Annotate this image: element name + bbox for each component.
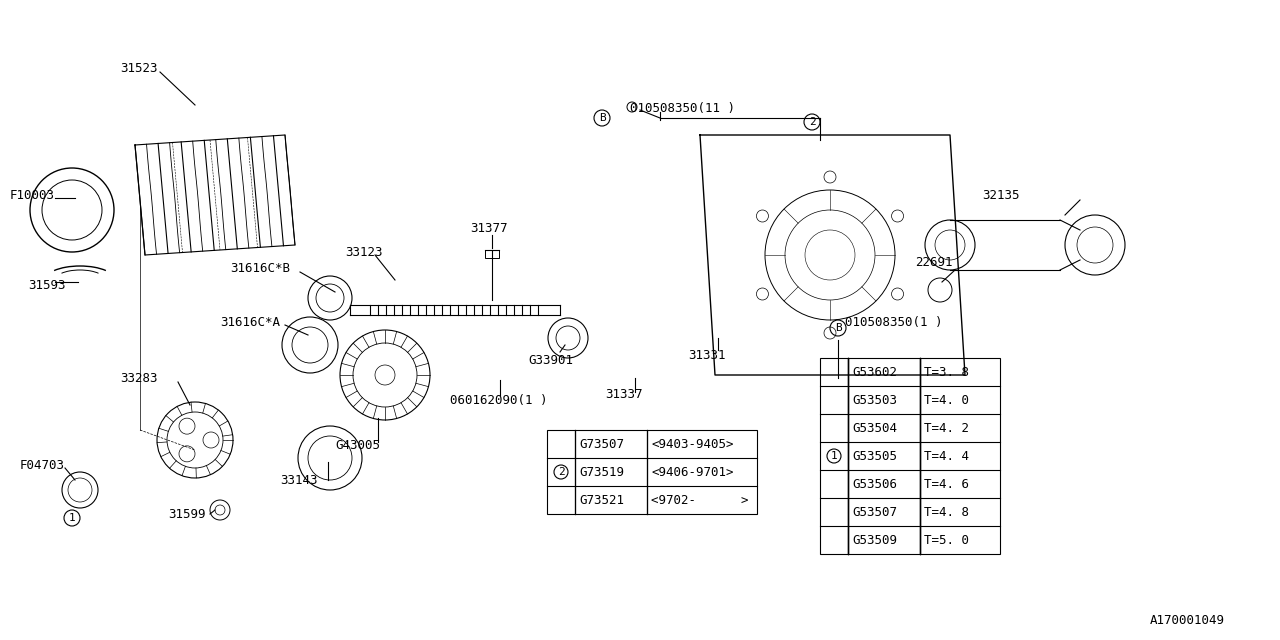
Text: 33283: 33283 (120, 371, 157, 385)
Bar (485, 250, 499, 258)
Text: <9403-9405>: <9403-9405> (652, 438, 733, 451)
Text: T=4. 0: T=4. 0 (924, 394, 969, 406)
Text: 31331: 31331 (689, 349, 726, 362)
Text: G53503: G53503 (852, 394, 897, 406)
Text: F10003: F10003 (10, 189, 55, 202)
Text: <9406-9701>: <9406-9701> (652, 465, 733, 479)
Text: 31616C*B: 31616C*B (230, 262, 291, 275)
Text: T=5. 0: T=5. 0 (924, 534, 969, 547)
Text: 31599: 31599 (168, 508, 206, 520)
Text: 33143: 33143 (280, 474, 317, 486)
Text: 22691: 22691 (915, 255, 952, 269)
Text: G53505: G53505 (852, 449, 897, 463)
Text: 31523: 31523 (120, 61, 157, 74)
Text: F04703: F04703 (20, 458, 65, 472)
Text: 1: 1 (831, 451, 837, 461)
Text: T=4. 6: T=4. 6 (924, 477, 969, 490)
Text: <9702-      >: <9702- > (652, 493, 749, 506)
Text: 010508350(11 ): 010508350(11 ) (630, 102, 735, 115)
Text: T=4. 8: T=4. 8 (924, 506, 969, 518)
Text: G43005: G43005 (335, 438, 380, 451)
Text: G53602: G53602 (852, 365, 897, 378)
Text: B: B (599, 113, 605, 123)
Text: T=4. 2: T=4. 2 (924, 422, 969, 435)
Text: 31593: 31593 (28, 278, 65, 291)
Text: 2: 2 (558, 467, 564, 477)
Text: 2: 2 (809, 117, 815, 127)
Bar (547, 430, 756, 514)
Text: 31377: 31377 (470, 221, 507, 234)
Text: A170001049: A170001049 (1149, 614, 1225, 627)
Text: G73519: G73519 (579, 465, 625, 479)
Text: T=4. 4: T=4. 4 (924, 449, 969, 463)
Text: G73507: G73507 (579, 438, 625, 451)
Bar (820, 358, 1000, 554)
Text: 1: 1 (69, 513, 76, 523)
Text: G53507: G53507 (852, 506, 897, 518)
Text: B: B (835, 323, 841, 333)
Text: 32135: 32135 (982, 189, 1019, 202)
Text: 060162090(1 ): 060162090(1 ) (451, 394, 548, 406)
Text: G73521: G73521 (579, 493, 625, 506)
Text: 33123: 33123 (346, 246, 383, 259)
Text: G53509: G53509 (852, 534, 897, 547)
Text: G53504: G53504 (852, 422, 897, 435)
Text: G53506: G53506 (852, 477, 897, 490)
Text: 010508350(1 ): 010508350(1 ) (845, 316, 942, 328)
Text: 31616C*A: 31616C*A (220, 316, 280, 328)
Text: G33901: G33901 (529, 353, 573, 367)
Text: 31337: 31337 (605, 387, 643, 401)
Text: T=3. 8: T=3. 8 (924, 365, 969, 378)
